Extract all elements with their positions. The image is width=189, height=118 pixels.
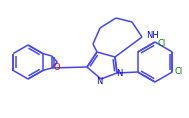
Text: O: O (54, 63, 60, 72)
Text: NH: NH (146, 30, 159, 40)
Text: Cl: Cl (157, 38, 165, 48)
Text: N: N (116, 70, 122, 78)
Text: N: N (96, 76, 102, 86)
Text: Cl: Cl (174, 67, 183, 76)
